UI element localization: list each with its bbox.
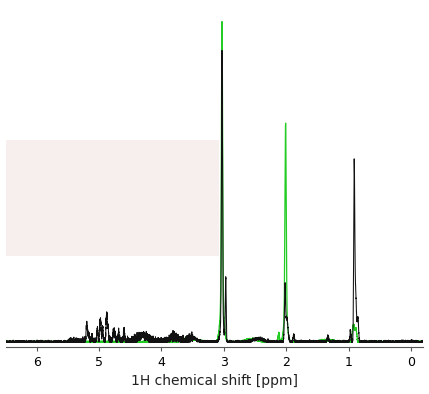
Bar: [6, 140, 219, 256]
X-axis label: 1H chemical shift [ppm]: 1H chemical shift [ppm]: [131, 374, 298, 388]
